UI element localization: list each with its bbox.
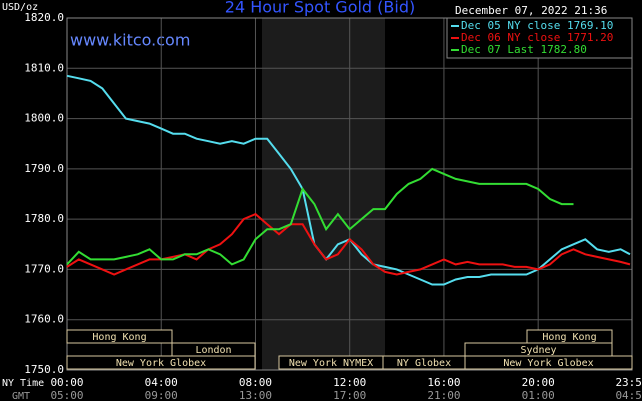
chart-title: 24 Hour Spot Gold (Bid) <box>225 0 415 17</box>
x-axis-label: NY Time <box>2 378 44 389</box>
session-label: Hong Kong <box>92 332 146 343</box>
x-tick-label: 04:00 <box>145 376 178 389</box>
plot-border <box>66 17 633 371</box>
session-label: New York Globex <box>503 358 593 369</box>
y-tick-label: 1790.0 <box>24 162 64 175</box>
y-tick-label: 1760.0 <box>24 313 64 326</box>
x-tick-label: 08:00 <box>239 376 272 389</box>
session-bar <box>66 355 256 370</box>
legend-label: Dec 05 NY close 1769.10 <box>461 19 613 32</box>
x2-tick-label: 13:00 <box>239 389 272 401</box>
x2-axis-label: GMT <box>12 391 30 401</box>
x-tick-label: 23:59 <box>615 376 642 389</box>
session-label: Hong Kong <box>542 332 596 343</box>
x2-tick-label: 05:00 <box>50 389 83 401</box>
watermark: www.kitco.com <box>70 31 190 50</box>
legend-label: Dec 07 Last 1782.80 <box>461 43 587 56</box>
session-label: NY Globex <box>397 358 451 369</box>
y-tick-label: 1820.0 <box>24 11 64 24</box>
x2-tick-label: 04:59 <box>615 389 642 401</box>
y-tick-label: 1780.0 <box>24 212 64 225</box>
series-line <box>66 167 574 266</box>
x2-tick-label: 17:00 <box>333 389 366 401</box>
session-bar <box>66 329 173 344</box>
session-label: Sydney <box>520 345 556 356</box>
y-tick-label: 1800.0 <box>24 112 64 125</box>
x-tick-label: 20:00 <box>522 376 555 389</box>
y-tick-label: 1810.0 <box>24 61 64 74</box>
session-bar <box>464 355 633 370</box>
legend-box <box>446 17 633 59</box>
x2-tick-label: 01:00 <box>522 389 555 401</box>
shaded-session <box>262 18 385 370</box>
legend-label: Dec 06 NY close 1771.20 <box>461 31 613 44</box>
y-tick-label: 1770.0 <box>24 262 64 275</box>
x-tick-label: 12:00 <box>333 376 366 389</box>
y-axis-label: USD/oz <box>2 2 38 13</box>
x2-tick-label: 09:00 <box>145 389 178 401</box>
session-label: New York NYMEX <box>289 358 373 369</box>
timestamp: December 07, 2022 21:36 <box>455 4 607 17</box>
x-tick-label: 00:00 <box>50 376 83 389</box>
session-label: London <box>195 345 231 356</box>
x2-tick-label: 21:00 <box>427 389 460 401</box>
x-tick-label: 16:00 <box>427 376 460 389</box>
session-label: New York Globex <box>116 358 206 369</box>
y-tick-label: 1750.0 <box>24 363 64 376</box>
